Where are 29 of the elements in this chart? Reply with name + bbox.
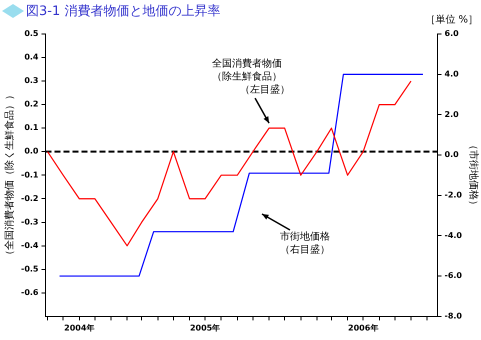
- y2-tick-label: -4.0: [444, 230, 462, 240]
- y2-tick-label: -8.0: [444, 311, 462, 320]
- y-tick-label: -0.4: [20, 240, 39, 250]
- y-axis-title: （全国消費者物価（除く生鮮食品））: [4, 90, 16, 260]
- y-tick-label: 0.0: [24, 146, 39, 156]
- y2-tick-label: 0.0: [444, 150, 460, 160]
- y-tick-label: 0.4: [24, 52, 39, 62]
- y2-tick-label: -2.0: [444, 190, 462, 200]
- x-tick-label: 2004年: [64, 323, 94, 332]
- y2-axis-title: （市街地価格）: [467, 140, 480, 210]
- y-tick-label: 0.2: [24, 100, 38, 109]
- annotation: 全国消費者物価（除生鮮食品）（左目盛）: [212, 58, 290, 96]
- y-tick-label: 0.1: [24, 123, 39, 132]
- y-tick-label: -0.3: [20, 217, 38, 226]
- x-tick-label: 2006年: [348, 323, 378, 332]
- y2-tick-label: 6.0: [444, 29, 460, 38]
- y-tick-label: -0.6: [20, 288, 39, 297]
- y-tick-label: -0.1: [20, 170, 39, 180]
- chart-title: 図3-1 消費者物価と地価の上昇率: [26, 3, 220, 20]
- y2-tick-label: -6.0: [444, 271, 462, 280]
- text: ［単位 %］: [425, 14, 478, 26]
- y-tick-label: 0.3: [24, 76, 38, 86]
- y-tick-label: 0.5: [24, 29, 39, 38]
- y2-tick-label: 2.0: [444, 110, 460, 119]
- y-tick-label: -0.2: [20, 194, 38, 203]
- x-tick-label: 2005年: [190, 323, 220, 332]
- y-tick-label: -0.5: [20, 264, 39, 274]
- annotation: 市街地価格（右目盛）: [280, 230, 330, 256]
- y2-tick-label: 4.0: [444, 69, 460, 78]
